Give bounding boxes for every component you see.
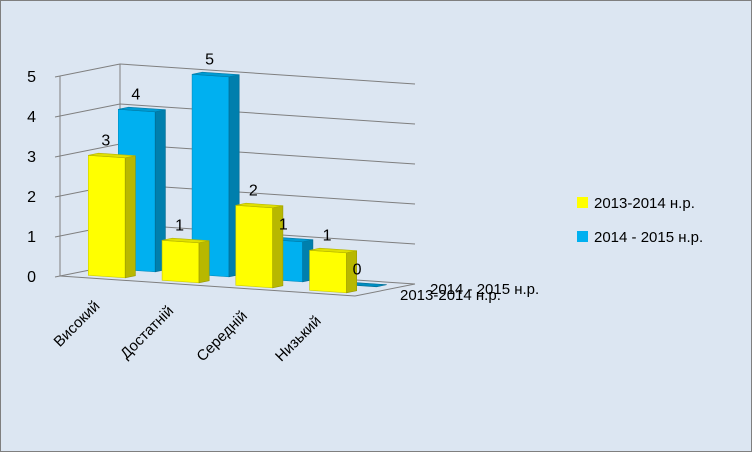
bar-side-face xyxy=(124,155,136,279)
y-tick-label: 2 xyxy=(27,189,36,206)
data-label: 1 xyxy=(323,228,332,245)
bar-top-face xyxy=(192,71,240,78)
bar-top-face xyxy=(235,202,283,209)
data-label: 4 xyxy=(131,87,140,104)
bar-front-face xyxy=(309,249,347,294)
legend-swatch xyxy=(577,197,588,208)
bars xyxy=(88,71,387,294)
y-tick-label: 0 xyxy=(27,269,36,286)
legend-swatch xyxy=(577,231,588,242)
gridline-back xyxy=(119,103,416,125)
gridline-back xyxy=(119,183,416,205)
bar-front-face xyxy=(88,154,126,279)
y-tick-mark xyxy=(54,195,61,198)
bar-front-face xyxy=(235,204,274,289)
y-tick-label: 3 xyxy=(27,149,36,166)
y-tick-mark xyxy=(54,275,61,278)
legend: 2013-2014 н.р. 2014 - 2015 н.р. xyxy=(577,195,703,246)
category-axis-line xyxy=(59,275,356,297)
data-label: 5 xyxy=(205,52,214,69)
bar-side-face xyxy=(198,240,210,284)
bar xyxy=(88,152,136,279)
bar-top-face xyxy=(309,247,357,254)
data-label: 1 xyxy=(175,218,184,235)
bar-top-face xyxy=(88,152,136,159)
depth-axis-line xyxy=(354,283,416,297)
gridline-back xyxy=(119,63,416,85)
gridline-back xyxy=(119,143,416,165)
data-label: 1 xyxy=(279,217,288,234)
depth-axis-label: 2014 - 2015 н.р. xyxy=(430,281,539,298)
bar xyxy=(309,247,358,294)
y-tick-label: 4 xyxy=(27,109,36,126)
data-label: 2 xyxy=(249,183,258,200)
y-tick-mark xyxy=(54,75,61,78)
bar xyxy=(235,202,284,289)
gridline-side xyxy=(59,103,121,117)
bar xyxy=(191,71,240,278)
legend-label: 2014 - 2015 н.р. xyxy=(594,229,703,246)
data-label: 0 xyxy=(353,262,362,279)
y-tick-mark xyxy=(54,115,61,118)
gridline-side xyxy=(59,143,121,157)
y-tick-label: 1 xyxy=(27,229,36,246)
gridline-side xyxy=(59,63,121,77)
y-tick-mark xyxy=(54,235,61,238)
bar-top-face xyxy=(162,237,210,244)
y-tick-label: 5 xyxy=(27,69,36,86)
bar-top-face xyxy=(118,106,166,113)
legend-label: 2013-2014 н.р. xyxy=(594,195,695,212)
bar xyxy=(118,106,166,273)
depth-axis-label: 2013-2014 н.р. xyxy=(400,287,501,304)
bar-front-face xyxy=(161,239,200,284)
data-label: 3 xyxy=(101,133,110,150)
y-tick-mark xyxy=(54,155,61,158)
bar xyxy=(161,237,210,284)
